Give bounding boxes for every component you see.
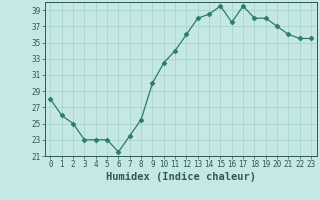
- X-axis label: Humidex (Indice chaleur): Humidex (Indice chaleur): [106, 172, 256, 182]
